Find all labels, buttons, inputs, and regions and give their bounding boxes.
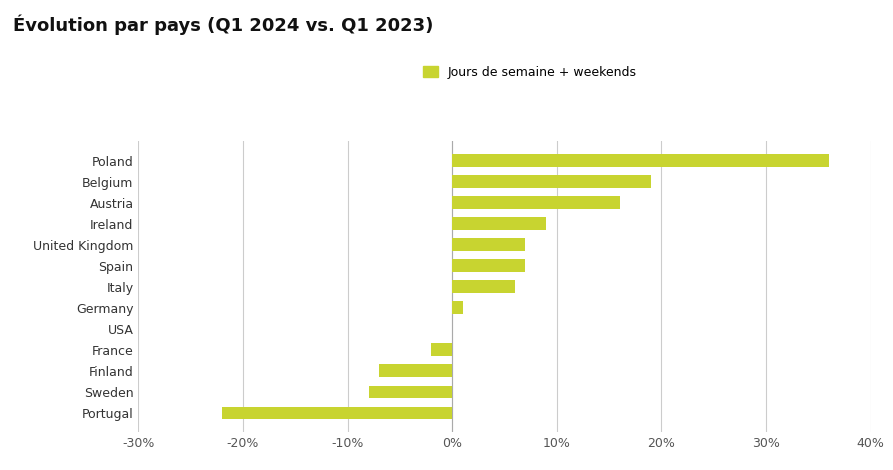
Legend: Jours de semaine + weekends: Jours de semaine + weekends bbox=[423, 66, 637, 78]
Bar bbox=[452, 217, 547, 230]
Bar bbox=[369, 385, 452, 398]
Text: Évolution par pays (Q1 2024 vs. Q1 2023): Évolution par pays (Q1 2024 vs. Q1 2023) bbox=[13, 14, 434, 35]
Bar bbox=[431, 344, 452, 356]
Bar bbox=[452, 196, 620, 209]
Bar bbox=[452, 281, 515, 293]
Bar bbox=[452, 238, 525, 251]
Bar bbox=[452, 175, 651, 188]
Bar bbox=[452, 154, 829, 167]
Bar bbox=[452, 301, 463, 314]
Bar bbox=[452, 259, 525, 272]
Bar bbox=[379, 365, 452, 377]
Bar bbox=[222, 407, 452, 419]
